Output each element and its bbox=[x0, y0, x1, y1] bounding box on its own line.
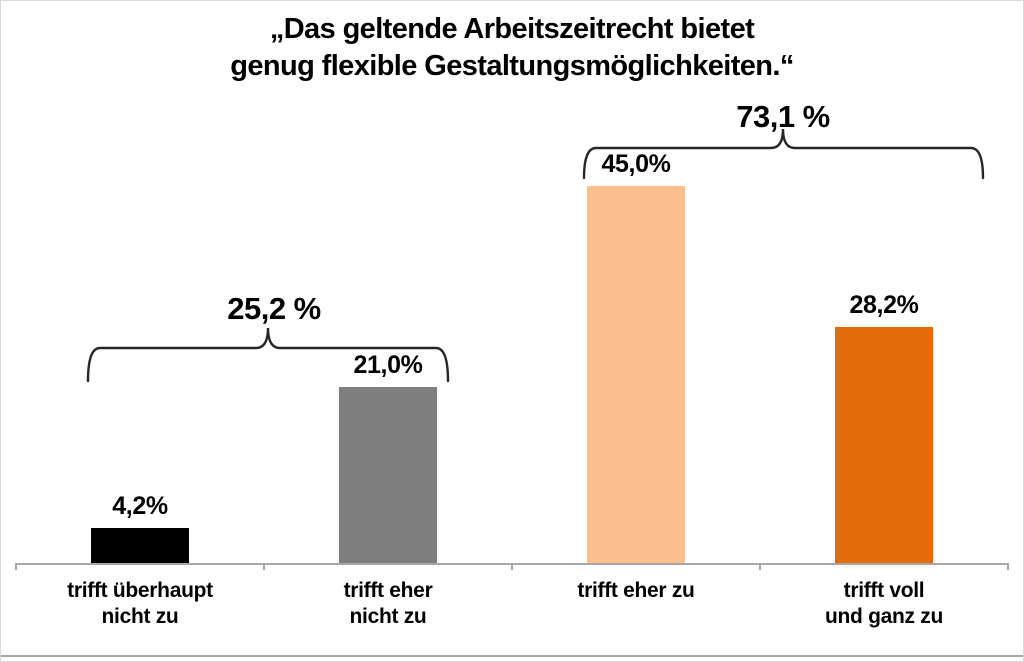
x-axis-tick bbox=[263, 563, 265, 570]
category-label-line: trifft voll bbox=[843, 579, 925, 602]
bar-3 bbox=[835, 327, 933, 563]
bar-value-label-0: 4,2% bbox=[112, 492, 168, 520]
chart-title-line-1: „Das geltende Arbeitszeitrecht bietet bbox=[269, 13, 755, 45]
bar-value-label-3: 28,2% bbox=[849, 291, 919, 319]
category-label-line: trifft eher zu bbox=[577, 579, 695, 602]
group-sum-label-right: 73,1 % bbox=[736, 99, 830, 134]
bar-1 bbox=[339, 387, 437, 563]
category-label-line: und ganz zu bbox=[824, 605, 943, 628]
category-label-0: trifft überhaupt nicht zu bbox=[10, 578, 270, 630]
x-axis-tick bbox=[15, 563, 17, 570]
category-label-line: trifft überhaupt bbox=[67, 579, 213, 602]
x-axis-tick bbox=[759, 563, 761, 570]
category-label-line: trifft eher bbox=[343, 579, 433, 602]
left-bracket-brace bbox=[86, 327, 450, 383]
bar-0 bbox=[91, 528, 189, 563]
right-bracket-brace bbox=[582, 128, 985, 180]
bar-value-label-2: 45,0% bbox=[601, 150, 671, 178]
x-axis-line bbox=[15, 563, 1008, 565]
x-axis-tick bbox=[511, 563, 513, 570]
group-sum-label-left: 25,2 % bbox=[227, 291, 321, 326]
category-label-2: trifft eher zu bbox=[506, 578, 766, 604]
category-label-1: trifft eher nicht zu bbox=[258, 578, 518, 630]
category-label-line: nicht zu bbox=[349, 605, 427, 628]
category-label-3: trifft voll und ganz zu bbox=[754, 578, 1014, 630]
bar-2 bbox=[587, 186, 685, 563]
x-axis-tick bbox=[1007, 563, 1009, 570]
chart-title-line-2: genug flexible Gestaltungsmöglichkeiten.… bbox=[230, 50, 794, 82]
category-label-line: nicht zu bbox=[101, 605, 179, 628]
bar-value-label-1: 21,0% bbox=[353, 351, 423, 379]
bottom-border-rule bbox=[1, 655, 1023, 657]
chart-title: „Das geltende Arbeitszeitrecht bietet ge… bbox=[1, 11, 1023, 85]
